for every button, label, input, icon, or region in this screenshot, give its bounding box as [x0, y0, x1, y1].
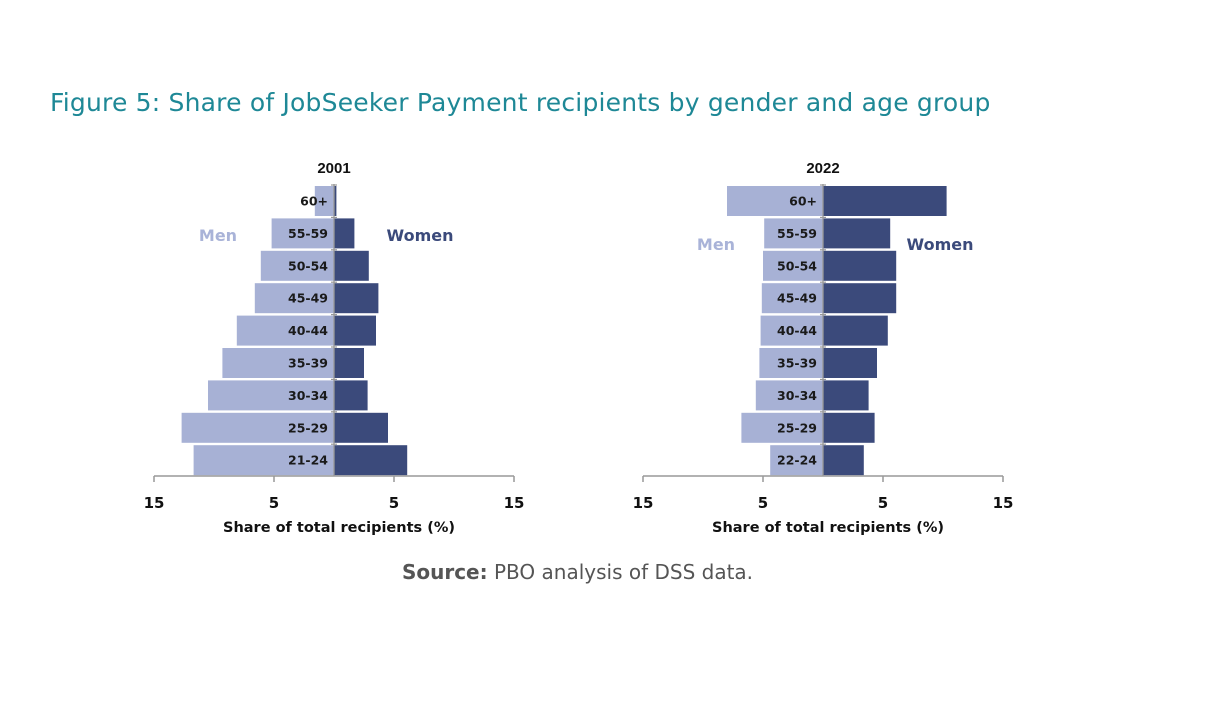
bar-men-50-54 — [260, 250, 334, 281]
x-tick-label: 15 — [144, 494, 165, 512]
figure-title: Figure 5: Share of JobSeeker Payment rec… — [50, 88, 991, 117]
age-group-label: 30-34 — [777, 388, 817, 403]
age-group-label: 45-49 — [777, 291, 817, 306]
bar-men-30-34 — [208, 380, 334, 411]
age-group-label: 25-29 — [777, 420, 817, 435]
bar-women-60+ — [334, 186, 337, 216]
bar-women-25-29 — [823, 412, 875, 443]
bar-women-30-34 — [334, 380, 368, 411]
x-tick-label: 5 — [758, 494, 768, 512]
x-axis-label: Share of total recipients (%) — [223, 520, 455, 536]
legend-women-label: Women — [387, 226, 454, 245]
bar-men-45-49 — [761, 283, 823, 314]
legend-men-label: Men — [697, 235, 735, 254]
bar-women-55-59 — [823, 218, 891, 249]
age-group-label: 40-44 — [288, 323, 328, 338]
x-axis-label: Share of total recipients (%) — [712, 520, 944, 536]
age-group-label: 21-24 — [288, 453, 328, 468]
x-tick-label: 5 — [389, 494, 399, 512]
pyramid-chart-2022: 2022 60+ 55-59 50-54 45-49 40-44 35-39 30-34 25-… — [633, 160, 1014, 536]
age-group-label: 22-24 — [777, 453, 817, 468]
x-tick-label: 15 — [633, 494, 654, 512]
bar-men-50-54 — [763, 250, 823, 281]
bar-men-35-39 — [759, 348, 823, 378]
age-group-label: 60+ — [300, 194, 328, 209]
chart-year-title: 2022 — [806, 160, 839, 177]
bar-women-50-54 — [823, 250, 897, 281]
source-text: PBO analysis of DSS data. — [487, 560, 754, 584]
chart-year-title: 2001 — [317, 160, 350, 177]
age-group-label: 35-39 — [288, 356, 328, 371]
source-note: Source: PBO analysis of DSS data. — [0, 560, 1155, 584]
x-tick-label: 15 — [993, 494, 1014, 512]
age-group-label: 55-59 — [777, 226, 817, 241]
bar-men-45-49 — [254, 283, 334, 314]
bar-men-40-44 — [760, 315, 823, 346]
bar-men-40-44 — [236, 315, 334, 346]
bar-men-25-29 — [741, 412, 823, 443]
age-group-label: 30-34 — [288, 388, 328, 403]
bar-men-25-29 — [181, 412, 334, 443]
bar-men-60+ — [314, 186, 334, 216]
age-group-label: 45-49 — [288, 291, 328, 306]
bar-men-30-34 — [755, 380, 823, 411]
pyramid-chart-2001: 2001 60+ 55-59 50-54 45-49 40-44 35-39 30-34 25-… — [144, 160, 525, 536]
age-group-label: 55-59 — [288, 226, 328, 241]
bar-men-60+ — [727, 186, 823, 216]
bar-women-22-24 — [823, 445, 864, 476]
age-group-label: 35-39 — [777, 356, 817, 371]
age-group-label: 60+ — [789, 194, 817, 209]
x-tick-label: 5 — [878, 494, 888, 512]
bar-women-45-49 — [334, 283, 379, 314]
source-label: Source: — [401, 560, 488, 584]
age-group-label: 50-54 — [288, 258, 328, 273]
bar-women-40-44 — [334, 315, 376, 346]
legend-men-label: Men — [199, 226, 237, 245]
bar-women-35-39 — [823, 348, 877, 378]
age-group-label: 50-54 — [777, 258, 817, 273]
bar-men-55-59 — [271, 218, 334, 249]
bar-women-60+ — [823, 186, 947, 216]
bar-women-35-39 — [334, 348, 364, 378]
bar-women-40-44 — [823, 315, 888, 346]
legend-women-label: Women — [907, 235, 974, 254]
bar-women-30-34 — [823, 380, 869, 411]
bar-women-50-54 — [334, 250, 369, 281]
bar-men-55-59 — [764, 218, 823, 249]
x-tick-label: 5 — [269, 494, 279, 512]
age-group-label: 25-29 — [288, 420, 328, 435]
age-group-label: 40-44 — [777, 323, 817, 338]
bar-men-22-24 — [770, 445, 823, 476]
bar-women-55-59 — [334, 218, 355, 249]
bar-women-21-24 — [334, 445, 408, 476]
bar-women-25-29 — [334, 412, 388, 443]
bar-women-45-49 — [823, 283, 897, 314]
bar-men-35-39 — [222, 348, 334, 378]
x-tick-label: 15 — [504, 494, 525, 512]
bar-men-21-24 — [193, 445, 334, 476]
